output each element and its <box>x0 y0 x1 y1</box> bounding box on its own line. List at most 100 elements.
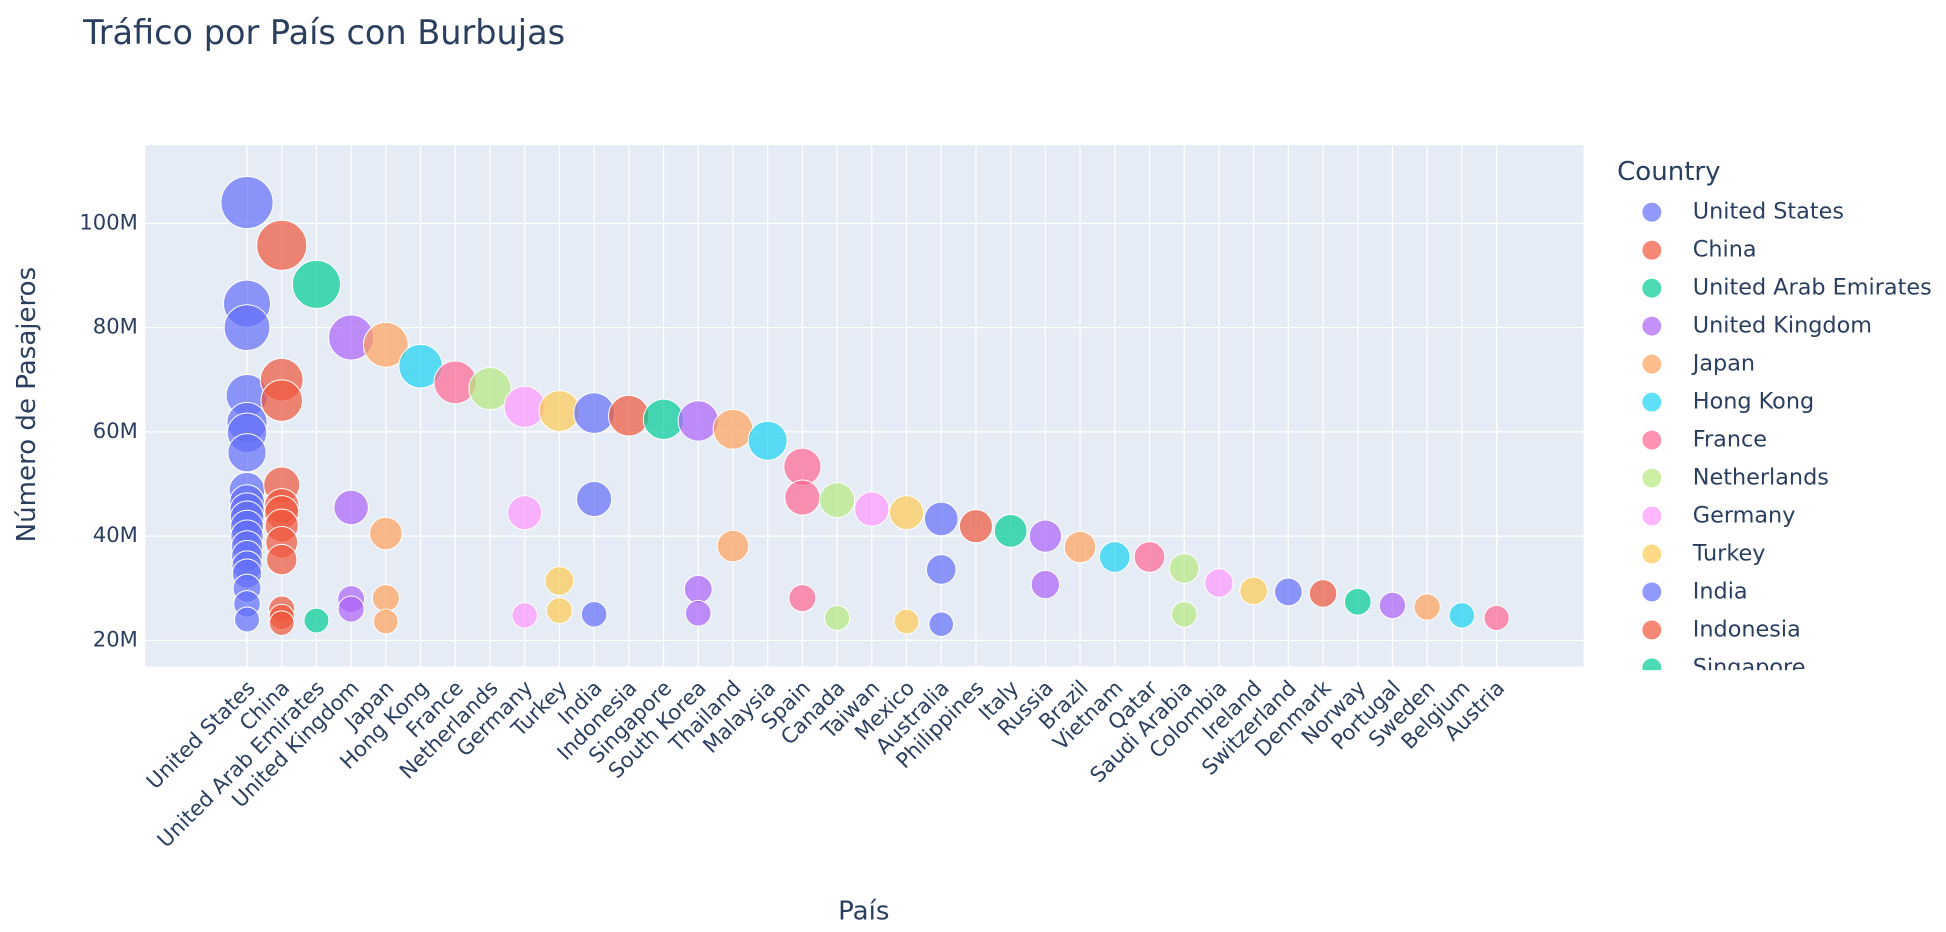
bubble <box>220 175 274 230</box>
y-tick-label: 20M <box>93 626 138 651</box>
legend-marker <box>1641 581 1663 603</box>
legend-label[interactable]: Indonesia <box>1693 616 1801 642</box>
bubble <box>1378 591 1407 620</box>
legend-marker <box>1641 467 1663 489</box>
bubble <box>1274 577 1303 607</box>
legend-marker <box>1641 657 1663 671</box>
legend-marker <box>1641 619 1663 641</box>
bubble <box>369 516 403 551</box>
bubble <box>507 495 543 531</box>
bubble <box>1063 530 1097 564</box>
bubble <box>1204 568 1234 598</box>
bubble <box>1030 569 1061 600</box>
plot-area <box>145 145 1584 667</box>
legend-marker <box>1642 734 1662 754</box>
legend-label[interactable]: United Kingdom <box>1693 313 1872 339</box>
bubble <box>893 608 920 635</box>
bubble <box>1028 519 1063 553</box>
legend-marker <box>1641 391 1663 413</box>
bubble <box>580 601 608 628</box>
legend-label[interactable]: Canada <box>1693 844 1778 870</box>
legend-marker <box>1641 429 1663 451</box>
legend-marker <box>1642 810 1662 830</box>
legend-label[interactable]: Japan <box>1691 351 1755 377</box>
bubble <box>1413 593 1441 621</box>
legend-marker <box>1641 315 1663 337</box>
y-axis-title: Número de Pasajeros <box>12 267 42 543</box>
legend-marker <box>1641 353 1663 375</box>
bubble <box>1448 602 1476 629</box>
legend-label[interactable]: Malaysia <box>1693 768 1791 794</box>
legend-label[interactable]: Singapore <box>1693 654 1806 680</box>
x-axis-title: País <box>838 897 889 927</box>
bubble <box>337 595 365 623</box>
bubble <box>233 606 261 633</box>
bubble <box>1170 601 1198 628</box>
bubble <box>511 602 538 629</box>
bubble <box>544 566 575 596</box>
bubble <box>1343 587 1372 616</box>
chart-title: Tráfico por País con Burbujas <box>82 13 565 52</box>
bubble <box>227 433 267 473</box>
bubble <box>925 554 957 585</box>
bubble <box>823 604 851 632</box>
bubble <box>608 394 650 437</box>
bubble <box>256 219 308 271</box>
legend-label[interactable]: Spain <box>1693 806 1755 832</box>
bubble <box>1168 553 1200 584</box>
legend-title: Country <box>1617 157 1720 187</box>
legend-marker <box>1642 924 1662 932</box>
bubble <box>1098 541 1131 573</box>
legend-label[interactable]: China <box>1693 237 1757 263</box>
legend-marker <box>1641 201 1663 223</box>
bubble <box>784 479 821 516</box>
bubble <box>223 304 271 351</box>
bubble <box>712 408 754 450</box>
legend-label[interactable]: United Arab Emirates <box>1693 275 1932 301</box>
y-tick-label: 60M <box>93 418 138 443</box>
legend-label[interactable]: Netherlands <box>1693 465 1829 491</box>
bubble <box>576 481 613 518</box>
legend-marker <box>1642 848 1662 868</box>
bubble <box>958 509 993 544</box>
bubble <box>468 366 512 411</box>
bubble <box>268 610 295 636</box>
legend-label[interactable]: Taiwan <box>1692 882 1769 908</box>
legend-label[interactable]: India <box>1693 578 1748 604</box>
legend: United States China United Arab Emirates Un… <box>1641 199 1932 932</box>
bubble <box>372 608 399 635</box>
legend-marker <box>1641 277 1663 299</box>
bubble <box>819 482 856 519</box>
plot-layer <box>145 145 1584 667</box>
bubble <box>747 420 788 461</box>
legend-marker <box>1641 543 1663 565</box>
bubble <box>303 607 330 634</box>
bubble <box>888 495 925 531</box>
bubble <box>1239 576 1269 606</box>
legend-label[interactable]: South Korea <box>1693 692 1828 718</box>
bubble <box>545 597 573 625</box>
legend-label[interactable]: France <box>1693 427 1767 453</box>
bubble <box>993 514 1028 548</box>
legend-label[interactable]: Mexico <box>1693 920 1771 932</box>
legend-marker <box>1642 696 1662 716</box>
bubble <box>1308 579 1338 608</box>
y-tick-label: 40M <box>93 522 138 547</box>
legend-marker <box>1642 772 1662 792</box>
bubble <box>371 584 400 613</box>
legend-label[interactable]: Thailand <box>1692 730 1789 756</box>
legend-marker <box>1641 505 1663 527</box>
bubble <box>333 489 369 526</box>
legend-marker <box>1641 239 1663 261</box>
legend-marker <box>1642 886 1662 906</box>
legend-label[interactable]: Hong Kong <box>1693 389 1814 415</box>
bubble <box>684 599 712 627</box>
bubble <box>291 259 341 309</box>
legend-label[interactable]: Germany <box>1693 503 1796 529</box>
bubble <box>923 501 959 537</box>
bubble <box>716 529 750 563</box>
bubble <box>677 400 719 442</box>
legend-label[interactable]: Turkey <box>1692 540 1766 566</box>
legend-label[interactable]: United States <box>1693 199 1844 225</box>
